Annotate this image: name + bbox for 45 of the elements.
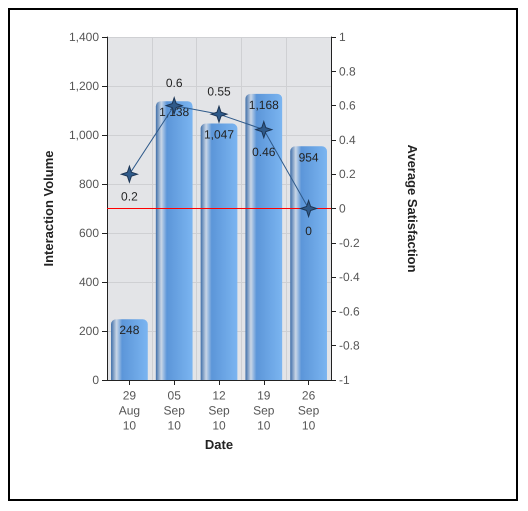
y-tick-label: 1,400 bbox=[68, 30, 100, 44]
y2-tick-label: -0.2 bbox=[339, 236, 360, 250]
x-axis-title: Date bbox=[204, 437, 234, 452]
data-label: 248 bbox=[119, 323, 140, 338]
y-tick-label: 1,200 bbox=[68, 79, 100, 93]
y2-tick-label: 0.8 bbox=[339, 64, 356, 78]
data-label: 0.46 bbox=[252, 145, 276, 160]
x-tick-label: 29 Aug 10 bbox=[118, 388, 140, 432]
y2-tick-label: -1 bbox=[339, 373, 350, 387]
bar bbox=[290, 146, 327, 380]
y2-tick-label: -0.6 bbox=[339, 304, 360, 318]
y-tick-label: 0 bbox=[92, 373, 100, 387]
y2-tick-label: 0.2 bbox=[339, 167, 356, 182]
bar bbox=[156, 101, 193, 380]
y-axis-title: Interaction Volume bbox=[41, 150, 56, 267]
y2-tick-label: 0.4 bbox=[339, 132, 356, 147]
bar bbox=[200, 123, 238, 380]
y2-tick-label: -0.4 bbox=[339, 270, 360, 284]
data-label: 0.55 bbox=[207, 84, 231, 99]
point bbox=[300, 200, 318, 217]
y2-tick-label: 0 bbox=[339, 202, 346, 216]
data-label: 0.6 bbox=[166, 76, 183, 90]
bar bbox=[245, 94, 282, 380]
x-tick-label: 12 Sep 10 bbox=[208, 388, 230, 432]
x-tick-label: 26 Sep 10 bbox=[298, 388, 320, 432]
y2-axis-title: Average Satisfaction bbox=[405, 144, 420, 273]
y-tick-label: 400 bbox=[78, 275, 100, 289]
y-tick-label: 800 bbox=[78, 177, 100, 191]
point bbox=[255, 121, 272, 138]
data-label: 0 bbox=[305, 224, 312, 238]
y-tick-label: 200 bbox=[78, 324, 100, 338]
y2-tick-label: 0.6 bbox=[339, 98, 356, 113]
y-tick-label: 600 bbox=[78, 226, 100, 240]
point bbox=[120, 166, 138, 183]
point bbox=[210, 106, 228, 123]
y2-tick-label: 1 bbox=[339, 30, 346, 44]
bar bbox=[111, 319, 148, 380]
y2-tick-label: -0.8 bbox=[339, 338, 360, 353]
data-label: 0.2 bbox=[121, 190, 138, 204]
x-tick-label: 05 Sep 10 bbox=[164, 388, 186, 432]
data-label: 954 bbox=[298, 150, 319, 164]
y-tick-label: 1,000 bbox=[68, 128, 100, 142]
data-label: 1,168 bbox=[248, 98, 280, 112]
x-tick-label: 19 Sep 10 bbox=[253, 388, 275, 432]
data-label: 1,047 bbox=[204, 127, 234, 142]
